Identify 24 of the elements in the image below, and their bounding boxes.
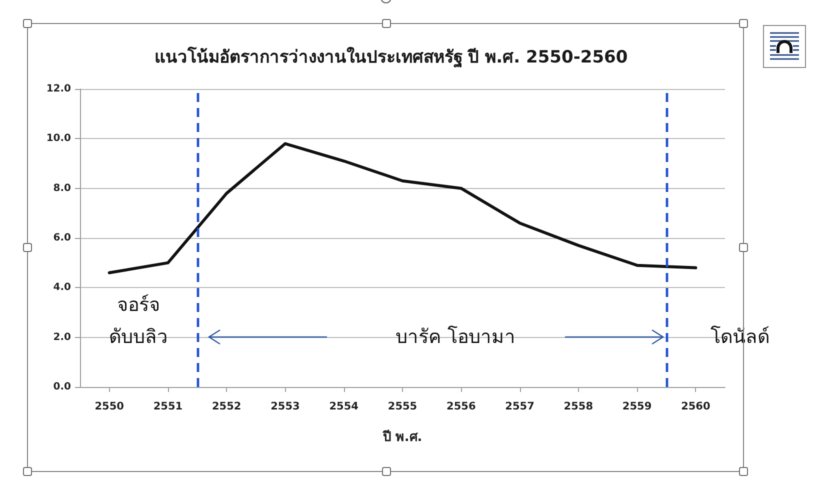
- x-tick-label: 2558: [564, 400, 594, 412]
- annotation: จอร์จ ดับบลิว: [109, 294, 168, 348]
- x-tick-label: 2553: [270, 400, 300, 412]
- y-tick-label: 4.0: [53, 282, 72, 294]
- x-tick-label: 2551: [153, 400, 183, 412]
- x-tick-label: 2559: [622, 400, 652, 412]
- x-axis-title: ปี พ.ศ.: [382, 429, 422, 445]
- x-tick-label: 2552: [212, 400, 242, 412]
- y-tick-label: 8.0: [53, 182, 72, 194]
- chart-title: แนวโน้มอัตราการว่างงานในประเทศสหรัฐ ปี พ.ศ. 2550-2560: [154, 46, 628, 68]
- y-tick-label: 6.0: [53, 232, 72, 244]
- y-tick-label: 12.0: [46, 84, 72, 94]
- annotation: บารัค โอบามา: [395, 325, 516, 348]
- x-tick-label: 2556: [446, 400, 476, 412]
- x-tick-label: 2555: [388, 400, 418, 412]
- y-tick-label: 2.0: [53, 332, 72, 343]
- x-tick-label: 2554: [329, 400, 358, 412]
- annotation: โดนัลด์: [710, 325, 770, 348]
- y-tick-label: 10.0: [46, 133, 72, 144]
- x-tick-label: 2560: [681, 400, 710, 412]
- y-tick-label: 0.0: [53, 382, 72, 392]
- x-tick-label: 2557: [505, 400, 534, 412]
- x-tick-label: 2550: [94, 400, 124, 412]
- line-series: [108, 142, 698, 274]
